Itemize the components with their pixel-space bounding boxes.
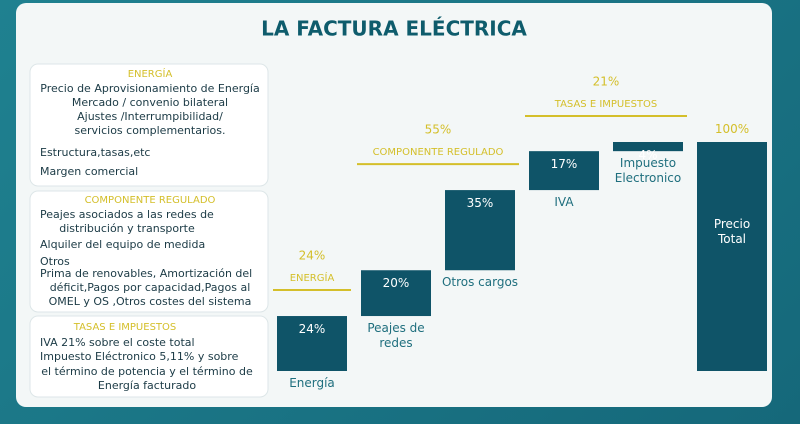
panel-line: Otros (40, 255, 70, 268)
category-label: IVA (554, 195, 574, 210)
value-label: 20% (382, 276, 410, 291)
panel (29, 315, 269, 398)
panel-line: OMEL y OS ,Otros costes del sistema (49, 295, 252, 308)
panel-heading: TASAS E IMPUESTOS (73, 322, 177, 333)
bar (529, 151, 599, 191)
category-label: Otros cargos (441, 275, 519, 290)
group-value: 24% (299, 249, 326, 263)
panel-line: déficit,Pagos por capacidad,Pagos al (50, 281, 251, 294)
group-value: 21% (593, 75, 620, 89)
panel-line: Alquiler del equipo de medida (40, 238, 205, 251)
panel-line: Prima de renovables, Amortización del (40, 267, 252, 280)
value-label: 17% (550, 157, 578, 172)
panel-line: Estructura,tasas,etc (40, 146, 150, 159)
panel (29, 190, 269, 313)
bar (361, 270, 431, 317)
category-label: Peajes de redes (367, 321, 425, 351)
panel-heading: COMPONENTE REGULADO (85, 195, 216, 206)
panel-line: IVA 21% sobre el coste total (40, 336, 195, 349)
panel-line: Ajustes /Interrumpibilidad/ (77, 110, 223, 123)
bar (697, 142, 767, 371)
category-label: Energía (289, 376, 335, 390)
panel-line: Precio de Aprovisionamiento de Energía (40, 82, 259, 95)
group-name: COMPONENTE REGULADO (373, 147, 504, 158)
group-name: ENERGÍA (290, 271, 335, 284)
category-label: Precio Total (713, 217, 751, 246)
bar (445, 190, 515, 271)
group-value: 55% (425, 123, 452, 137)
value-label: 35% (466, 196, 494, 211)
title: LA FACTURA ELÉCTRICA (261, 17, 527, 41)
bar (277, 316, 347, 371)
panel-line: Margen comercial (40, 165, 138, 178)
value-label: 24% (298, 322, 326, 337)
group-name: TASAS E IMPUESTOS (554, 99, 658, 110)
panel-line: Mercado / convenio bilateral (72, 96, 228, 109)
bar (613, 142, 683, 152)
panel-line: distribución y transporte (59, 222, 195, 235)
panel-line: el término de potencia y el término de (41, 365, 253, 378)
panel-line: servicios complementarios. (75, 124, 226, 137)
panel-heading: ENERGÍA (128, 67, 173, 80)
value-label: 4% (638, 148, 658, 162)
value-label: 100% (714, 122, 750, 136)
panel-line: Peajes asociados a las redes de (40, 208, 214, 221)
panel-line: Energía facturado (98, 379, 196, 392)
panel (29, 63, 269, 187)
category-label: Impuesto Electronico (614, 156, 682, 186)
panel-line: Impuesto Eléctronico 5,11% y sobre (40, 350, 239, 363)
